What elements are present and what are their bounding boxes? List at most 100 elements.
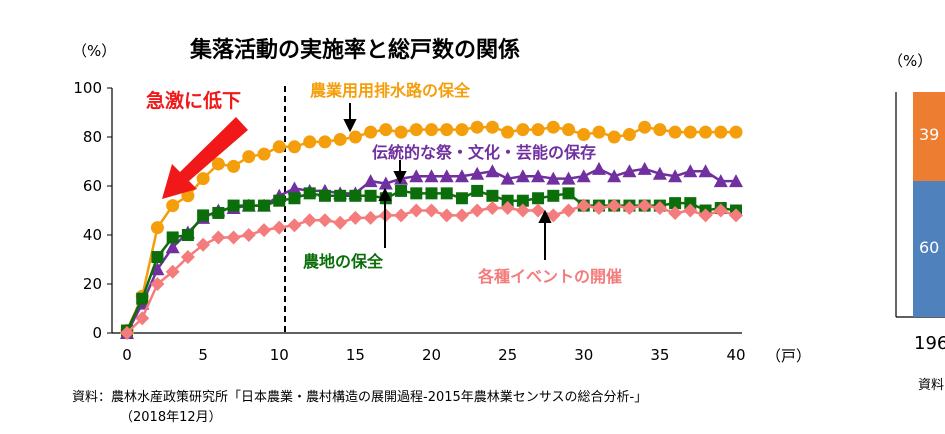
- data-point: [150, 221, 164, 235]
- data-point: [607, 169, 622, 183]
- data-point: [273, 194, 286, 207]
- data-point: [562, 187, 575, 200]
- data-point: [425, 123, 438, 137]
- data-point: [576, 169, 591, 183]
- data-point: [410, 187, 423, 200]
- data-point: [181, 229, 194, 241]
- data-point: [287, 218, 302, 233]
- x-axis-label: （戸）: [766, 347, 812, 365]
- data-point: [424, 203, 439, 218]
- data-point: [652, 166, 667, 180]
- data-point: [303, 135, 317, 149]
- chart-title: 集落活動の実施率と総戸数の関係: [190, 38, 521, 63]
- data-point: [180, 250, 195, 265]
- y-tick-label: 20: [83, 275, 102, 293]
- data-point: [531, 203, 546, 218]
- data-point: [531, 169, 546, 183]
- legend-label-pink: 各種イベントの開催: [478, 267, 623, 286]
- data-point: [515, 169, 530, 183]
- data-point: [409, 123, 423, 137]
- data-point: [532, 192, 545, 205]
- data-point: [561, 203, 576, 218]
- data-point: [287, 181, 302, 195]
- data-point: [485, 164, 500, 178]
- data-point: [227, 199, 240, 212]
- data-point: [424, 169, 439, 183]
- data-point: [546, 120, 560, 134]
- bar-segment-orange: [913, 92, 945, 181]
- data-point: [455, 192, 468, 205]
- data-point: [302, 213, 317, 228]
- axes: [111, 86, 742, 334]
- data-point: [211, 230, 226, 245]
- data-point: [591, 201, 606, 216]
- data-point: [333, 132, 347, 146]
- data-point: [212, 206, 225, 219]
- data-point: [318, 189, 331, 202]
- data-point: [698, 164, 713, 178]
- data-point: [242, 199, 255, 212]
- legend-label-purple: 伝統的な祭・文化・芸能の保存: [372, 143, 597, 162]
- data-point: [196, 237, 211, 252]
- data-point: [440, 187, 453, 200]
- data-point: [455, 123, 469, 137]
- data-point: [197, 209, 210, 222]
- data-point: [287, 140, 301, 154]
- data-point: [638, 120, 652, 134]
- right-x-tick: 196: [914, 333, 945, 354]
- data-point: [242, 150, 256, 164]
- data-point: [150, 262, 165, 276]
- data-point: [698, 208, 713, 223]
- data-point: [683, 203, 698, 218]
- data-point: [425, 187, 438, 200]
- data-point: [454, 169, 469, 183]
- data-point: [303, 187, 316, 200]
- data-point: [257, 223, 272, 238]
- data-point: [713, 174, 728, 188]
- data-point: [227, 159, 241, 173]
- source-date: （2018年12月）: [120, 410, 222, 425]
- data-point: [409, 203, 424, 218]
- data-point: [577, 128, 591, 142]
- data-point: [196, 172, 210, 186]
- data-point: [607, 130, 621, 144]
- data-point: [272, 140, 286, 154]
- data-point: [576, 198, 591, 213]
- right-bar-chart: [895, 92, 945, 318]
- drop-annotation: 急激に低下: [146, 90, 242, 112]
- data-point: [729, 208, 743, 223]
- data-point: [501, 125, 515, 139]
- data-point: [258, 199, 271, 212]
- data-point: [394, 208, 409, 223]
- data-point: [395, 184, 408, 197]
- data-point: [470, 120, 484, 134]
- x-tick-label: 0: [122, 346, 132, 364]
- data-point: [288, 192, 301, 205]
- data-point: [257, 147, 271, 161]
- data-point: [272, 220, 287, 235]
- data-point: [333, 215, 348, 230]
- data-point: [334, 189, 347, 202]
- data-point: [516, 194, 529, 207]
- data-point: [485, 201, 500, 216]
- data-point: [561, 171, 576, 185]
- data-point: [501, 194, 514, 207]
- x-tick-label: 15: [346, 346, 365, 364]
- y-tick-label: 40: [83, 226, 102, 244]
- data-point: [454, 208, 469, 223]
- x-tick-label: 30: [574, 346, 593, 364]
- data-point: [591, 161, 606, 175]
- drop-arrow-icon: [162, 117, 248, 199]
- data-point: [120, 326, 134, 340]
- data-point: [150, 277, 165, 291]
- data-point: [668, 169, 683, 183]
- data-point: [363, 210, 378, 225]
- data-point: [485, 120, 499, 134]
- y-tick-label: 60: [83, 177, 102, 195]
- legend-label-green: 農地の保全: [303, 252, 384, 271]
- data-point: [607, 198, 622, 213]
- data-point: [165, 240, 180, 254]
- x-tick-label: 40: [726, 346, 745, 364]
